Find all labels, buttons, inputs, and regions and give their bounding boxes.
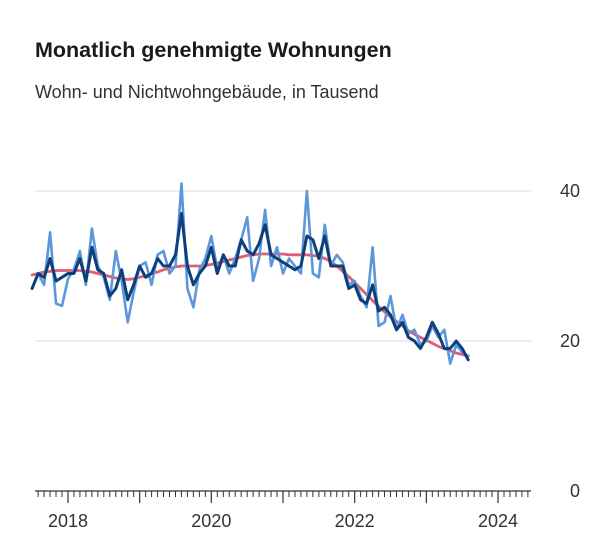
y-tick-label-0: 0 [570,481,580,501]
chart-subtitle: Wohn- und Nichtwohngebäude, in Tausend [35,82,379,102]
x-tick-label-2018: 2018 [48,511,88,531]
y-tick-label-40: 40 [560,181,580,201]
tick-labels: 0 20 40 2018 2020 2022 2024 [48,181,580,531]
series-lines [30,182,470,365]
y-tick-label-20: 20 [560,331,580,351]
x-axis [35,490,531,503]
x-tick-label-2020: 2020 [191,511,231,531]
series-line-gleitender-3-monats-durchschnitt [30,212,470,362]
x-tick-label-2022: 2022 [335,511,375,531]
x-tick-label-2024: 2024 [478,511,518,531]
chart-title: Monatlich genehmigte Wohnungen [35,38,392,62]
gridlines [35,190,531,342]
